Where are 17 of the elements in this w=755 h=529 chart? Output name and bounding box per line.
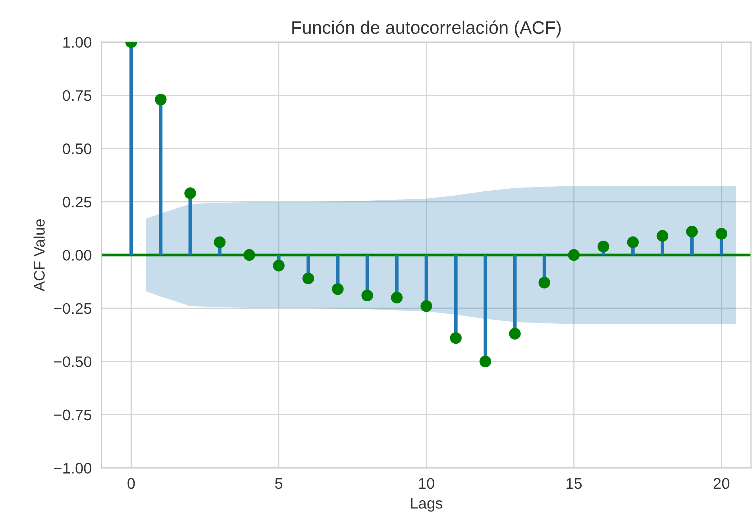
- y-tick-label: −0.25: [54, 303, 92, 314]
- y-axis-title: ACF Value: [34, 220, 45, 292]
- y-tick-label: 0.25: [63, 196, 92, 208]
- y-tick-label: −0.75: [54, 410, 92, 421]
- x-axis-title: Lags: [411, 498, 443, 512]
- y-tick-label: 0.75: [63, 90, 92, 102]
- y-tick-label: 0.50: [63, 144, 92, 154]
- chart-title: Función de autocorrelación (ACF): [292, 20, 561, 38]
- x-tick-label: 5: [275, 478, 283, 490]
- y-tick-label: 0.00: [63, 250, 92, 261]
- y-tick-label: 1.00: [64, 37, 92, 48]
- y-tick-label: −1.00: [54, 463, 92, 474]
- x-tick-label: 0: [128, 478, 136, 490]
- y-tick-label: −0.50: [54, 356, 92, 368]
- x-tick-label: 15: [566, 478, 582, 490]
- x-tick-label: 20: [714, 478, 730, 490]
- x-tick-label: 10: [419, 478, 434, 490]
